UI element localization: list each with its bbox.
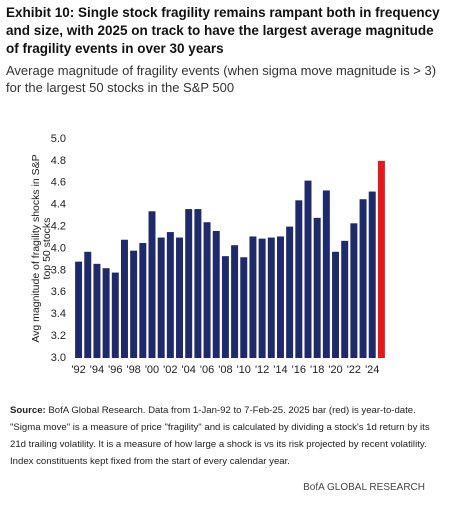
chart-subtitle: Average magnitude of fragility events (w… — [6, 63, 437, 95]
bar — [185, 209, 193, 358]
source-text: BofA Global Research. Data from 1-Jan-92… — [10, 405, 430, 467]
x-tick-label: '06 — [200, 364, 214, 376]
x-tick-label: '98 — [126, 364, 140, 376]
x-tick-label: '92 — [71, 364, 85, 376]
bar — [240, 257, 248, 358]
y-tick-label: 4.6 — [51, 177, 66, 189]
x-tick-label: '94 — [90, 364, 104, 376]
x-tick-label: '00 — [145, 364, 159, 376]
bar — [139, 243, 147, 358]
bar — [221, 256, 229, 358]
y-tick-label: 4.0 — [51, 242, 66, 254]
bar — [267, 237, 275, 358]
bar — [148, 211, 156, 358]
bar — [286, 226, 294, 358]
bar — [194, 209, 202, 358]
x-tick-label: '04 — [182, 364, 196, 376]
bar — [130, 250, 138, 358]
bar — [111, 272, 119, 358]
bar — [249, 236, 257, 358]
bar — [93, 263, 101, 358]
y-tick-label: 4.8 — [51, 155, 66, 167]
y-tick-label: 3.4 — [51, 308, 66, 320]
bar — [231, 245, 239, 358]
x-tick-label: '18 — [310, 364, 324, 376]
bar — [102, 268, 110, 358]
bar — [258, 238, 266, 358]
bar — [322, 190, 330, 358]
y-tick-label: 3.0 — [51, 352, 66, 364]
y-tick-label: 5.0 — [51, 133, 66, 145]
y-tick-label: 3.2 — [51, 330, 66, 342]
bar — [276, 236, 284, 358]
notes: Source: BofA Global Research. Data from … — [10, 402, 440, 470]
y-axis-label: Avg magnitude of fragility shocks in S&P — [30, 154, 42, 342]
source-label: Source: — [10, 405, 46, 416]
x-tick-label: '12 — [255, 364, 269, 376]
bar — [75, 261, 83, 358]
x-tick-label: '10 — [237, 364, 251, 376]
bar — [313, 217, 321, 358]
y-tick-label: 3.6 — [51, 286, 66, 298]
bar — [350, 223, 358, 358]
bar — [212, 230, 220, 358]
x-tick-label: '02 — [163, 364, 177, 376]
bar — [377, 160, 385, 358]
x-tick-label: '14 — [273, 364, 287, 376]
y-tick-label: 4.4 — [51, 199, 66, 211]
bar — [295, 200, 303, 358]
x-tick-label: '20 — [328, 364, 342, 376]
bar — [368, 191, 376, 358]
bar — [203, 222, 211, 358]
bar — [341, 240, 349, 358]
footer: BofA GLOBAL RESEARCH — [303, 482, 425, 493]
chart-title: Exhibit 10: Single stock fragility remai… — [6, 5, 440, 56]
bar — [304, 180, 312, 358]
y-tick-label: 4.2 — [51, 221, 66, 233]
x-tick-label: '08 — [218, 364, 232, 376]
bar — [120, 239, 128, 358]
x-tick-label: '96 — [108, 364, 122, 376]
bar — [359, 199, 367, 358]
x-tick-label: '24 — [365, 364, 379, 376]
bar — [332, 251, 340, 358]
bar — [166, 232, 174, 358]
x-tick-label: '22 — [347, 364, 361, 376]
bar — [176, 237, 184, 358]
bar — [84, 251, 92, 358]
y-tick-label: 3.8 — [51, 264, 66, 276]
x-tick-label: '16 — [292, 364, 306, 376]
y-axis-label: top 50 stocks — [41, 218, 53, 280]
bar — [157, 237, 165, 358]
